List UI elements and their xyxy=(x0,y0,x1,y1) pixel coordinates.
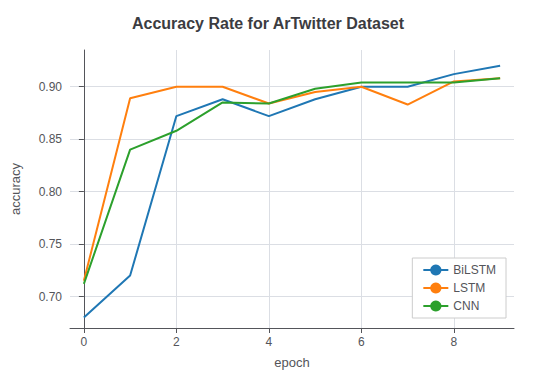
svg-text:0.70: 0.70 xyxy=(39,290,63,304)
svg-text:0: 0 xyxy=(81,335,88,349)
svg-text:8: 8 xyxy=(451,335,458,349)
svg-text:Accuracy Rate for ArTwitter Da: Accuracy Rate for ArTwitter Dataset xyxy=(132,15,405,32)
svg-text:0.75: 0.75 xyxy=(39,237,63,251)
svg-text:epoch: epoch xyxy=(274,355,309,370)
svg-text:0.85: 0.85 xyxy=(39,132,63,146)
svg-text:BiLSTM: BiLSTM xyxy=(453,263,496,277)
svg-text:0.80: 0.80 xyxy=(39,185,63,199)
svg-text:2: 2 xyxy=(173,335,180,349)
svg-text:6: 6 xyxy=(358,335,365,349)
svg-text:4: 4 xyxy=(266,335,273,349)
svg-text:0.90: 0.90 xyxy=(39,80,63,94)
svg-text:LSTM: LSTM xyxy=(453,281,485,295)
svg-text:accuracy: accuracy xyxy=(8,162,23,215)
svg-text:CNN: CNN xyxy=(453,299,479,313)
